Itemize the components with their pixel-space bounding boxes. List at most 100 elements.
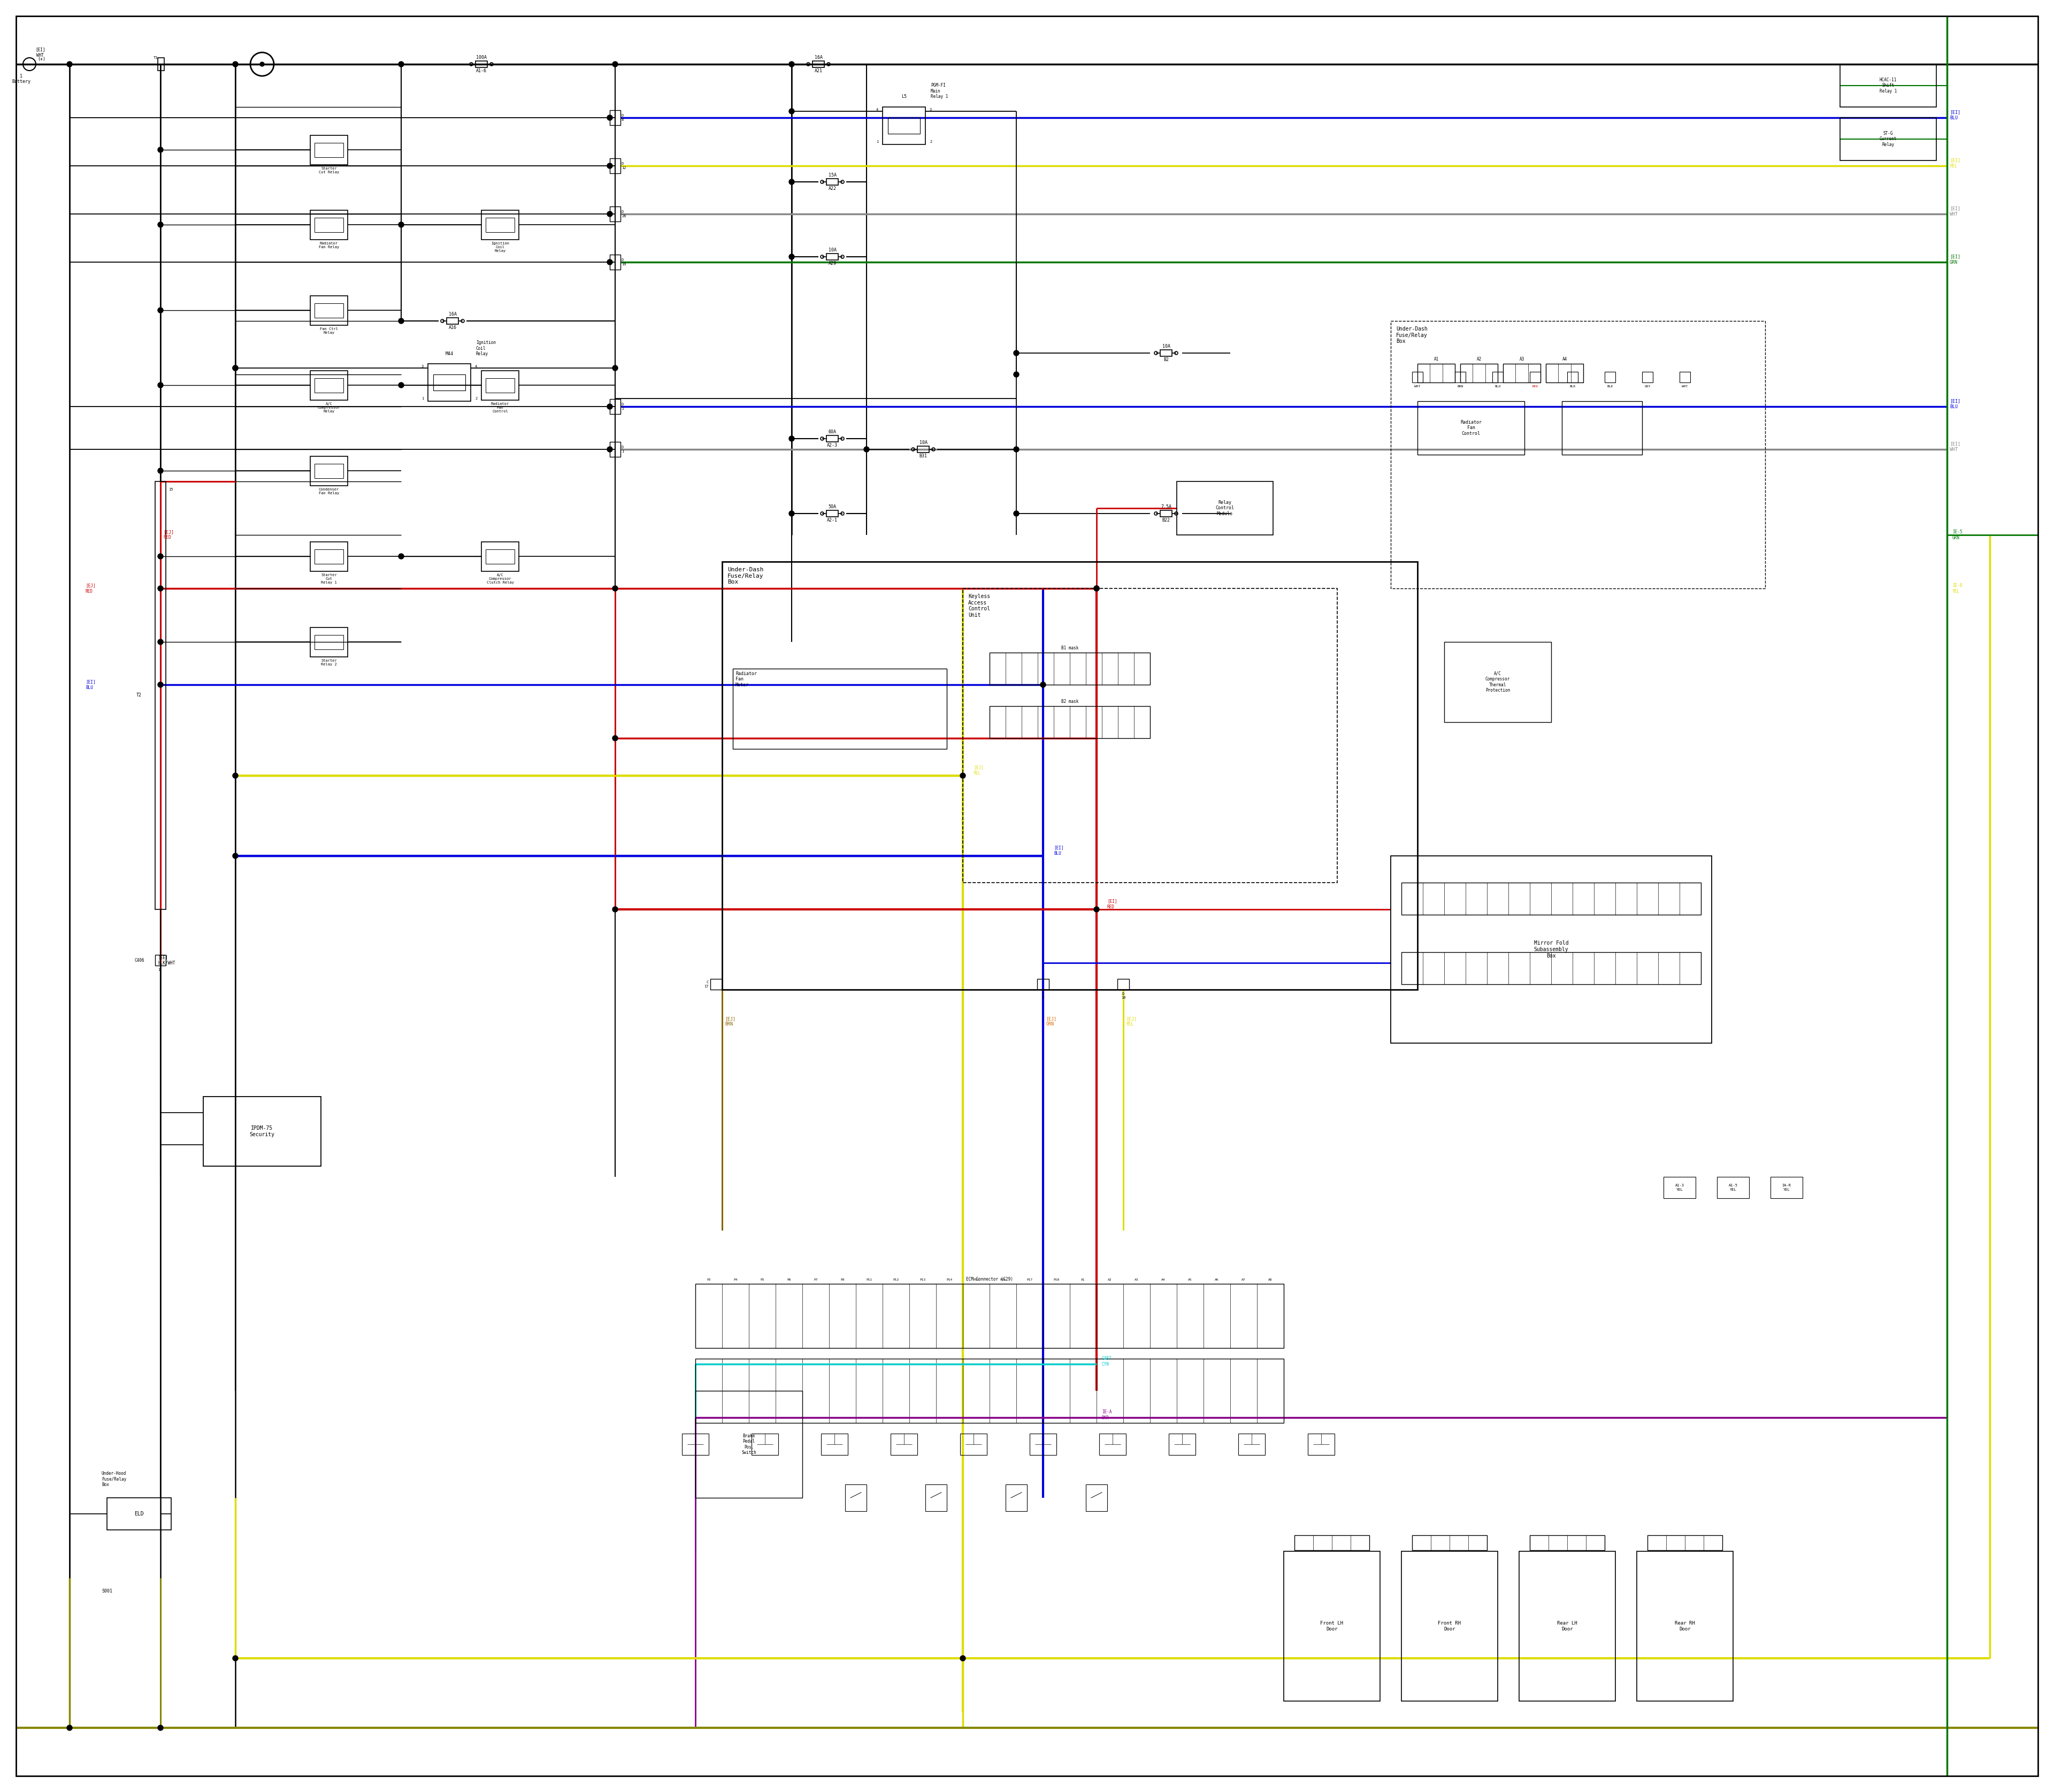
Bar: [1680, 371, 1690, 382]
Circle shape: [789, 254, 795, 260]
Circle shape: [612, 586, 618, 591]
Text: Mirror Fold
Subassembly
Box: Mirror Fold Subassembly Box: [1534, 941, 1569, 959]
Text: A2: A2: [1107, 1278, 1111, 1281]
Bar: [1029, 1434, 1056, 1455]
Circle shape: [608, 115, 612, 120]
Text: 2: 2: [474, 396, 477, 400]
Text: 60A: 60A: [828, 430, 836, 434]
Text: P16: P16: [1000, 1278, 1006, 1281]
Bar: [1641, 371, 1653, 382]
Bar: [610, 109, 620, 125]
Text: 15: 15: [168, 487, 173, 491]
Circle shape: [68, 61, 72, 66]
Text: BLK: BLK: [1569, 385, 1575, 387]
Text: Under-Dash
Fuse/Relay
Box: Under-Dash Fuse/Relay Box: [1397, 326, 1428, 344]
Circle shape: [158, 222, 162, 228]
Text: P4: P4: [733, 1278, 737, 1281]
Bar: [1308, 1434, 1335, 1455]
Bar: [1840, 118, 1937, 161]
Text: C
17: C 17: [705, 980, 709, 987]
Bar: [1391, 857, 1711, 1043]
Bar: [1294, 1536, 1370, 1550]
Bar: [959, 1434, 986, 1455]
Bar: [1771, 1177, 1803, 1199]
Bar: [963, 588, 1337, 883]
Circle shape: [612, 366, 618, 371]
Text: A2-1: A2-1: [828, 518, 838, 523]
Circle shape: [959, 772, 965, 778]
Text: P14: P14: [947, 1278, 953, 1281]
Text: A1-6: A1-6: [477, 68, 487, 73]
Text: P12: P12: [893, 1278, 900, 1281]
Text: P18: P18: [1054, 1278, 1060, 1281]
Bar: [696, 1391, 803, 1498]
Text: Ignition
Coil
Relay: Ignition Coil Relay: [477, 340, 495, 357]
Bar: [813, 61, 824, 68]
Circle shape: [1095, 586, 1099, 591]
Bar: [1401, 952, 1701, 984]
Bar: [1401, 1552, 1497, 1701]
Text: 16A: 16A: [813, 56, 822, 59]
Text: 7.5A: 7.5A: [1161, 504, 1171, 509]
Bar: [1454, 371, 1467, 382]
Bar: [733, 668, 947, 749]
Text: BRN: BRN: [1456, 385, 1462, 387]
Text: RED: RED: [1532, 385, 1538, 387]
Bar: [314, 303, 343, 317]
Bar: [610, 206, 620, 222]
Text: [EI]
RED: [EI] RED: [1107, 900, 1117, 909]
Bar: [1637, 1552, 1734, 1701]
Text: D
2: D 2: [622, 403, 624, 410]
Text: D
26: D 26: [622, 210, 626, 217]
Text: Brake
Pedal
Pos.
Switch: Brake Pedal Pos. Switch: [741, 1434, 756, 1455]
Bar: [1647, 1536, 1723, 1550]
Text: P8: P8: [840, 1278, 844, 1281]
Circle shape: [158, 1726, 162, 1731]
Text: P5: P5: [760, 1278, 764, 1281]
Text: A29: A29: [828, 262, 836, 265]
Bar: [107, 1498, 170, 1530]
Text: A/C
Compressor
Clutch Relay: A/C Compressor Clutch Relay: [487, 573, 514, 584]
Circle shape: [232, 1656, 238, 1661]
Text: M44: M44: [446, 351, 454, 357]
Circle shape: [789, 179, 795, 185]
Text: [EI]
BLU: [EI] BLU: [1949, 109, 1960, 120]
Bar: [682, 1434, 709, 1455]
Text: [EI]
BLU: [EI] BLU: [86, 679, 94, 690]
Circle shape: [789, 61, 795, 66]
Text: IPDM-75
Security: IPDM-75 Security: [249, 1125, 275, 1138]
Text: L5: L5: [902, 95, 906, 99]
Text: IE-5
GRN: IE-5 GRN: [1953, 530, 1962, 539]
Circle shape: [158, 308, 162, 314]
Circle shape: [959, 1656, 965, 1661]
Text: D
19: D 19: [622, 258, 626, 265]
Bar: [156, 955, 166, 966]
Text: Ignition
Coil
Relay: Ignition Coil Relay: [491, 242, 509, 253]
Bar: [314, 550, 343, 564]
Text: A1-3
YEL: A1-3 YEL: [1674, 1185, 1684, 1192]
Circle shape: [158, 586, 162, 591]
Text: A4: A4: [1161, 1278, 1165, 1281]
Text: ECM Connector (C29): ECM Connector (C29): [965, 1278, 1013, 1281]
Bar: [926, 1484, 947, 1511]
Text: A/C
Compressor
Thermal
Protection: A/C Compressor Thermal Protection: [1485, 672, 1510, 694]
Circle shape: [158, 468, 162, 473]
Circle shape: [158, 554, 162, 559]
Text: Under-Hood
Fuse/Relay
Box: Under-Hood Fuse/Relay Box: [101, 1471, 127, 1487]
Bar: [887, 118, 920, 134]
Text: Fan Ctrl
Relay: Fan Ctrl Relay: [320, 328, 339, 335]
Bar: [314, 464, 343, 478]
Text: 3: 3: [930, 108, 933, 111]
Bar: [158, 57, 164, 70]
Circle shape: [1013, 351, 1019, 357]
Bar: [610, 254, 620, 269]
Bar: [610, 158, 620, 174]
Circle shape: [608, 446, 612, 452]
Bar: [310, 136, 347, 165]
Text: Keyless
Access
Control
Unit: Keyless Access Control Unit: [967, 593, 990, 618]
Bar: [485, 550, 516, 564]
Text: Starter
Cut Relay: Starter Cut Relay: [318, 167, 339, 174]
Circle shape: [865, 446, 869, 452]
Bar: [1530, 371, 1540, 382]
Text: [EJ]
RED: [EJ] RED: [162, 530, 175, 539]
